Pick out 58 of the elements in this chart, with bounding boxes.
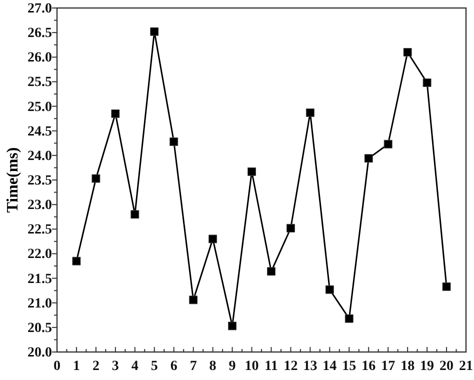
y-tick-label: 26.0 (28, 50, 52, 66)
x-tick-label: 10 (244, 358, 259, 374)
x-tick-label: 5 (150, 358, 158, 374)
x-tick-label: 3 (112, 358, 119, 374)
x-tick-label: 20 (440, 358, 454, 374)
y-tick-label: 22.5 (28, 222, 52, 238)
y-tick-label: 26.5 (28, 26, 52, 42)
point (344, 314, 354, 323)
point (266, 267, 276, 276)
x-tick-label: 13 (303, 358, 318, 374)
x-tick-label: 8 (209, 358, 216, 374)
point (364, 154, 373, 163)
point (170, 137, 178, 146)
x-tick-label: 16 (362, 358, 376, 374)
point (189, 296, 198, 304)
x-tick-label: 17 (381, 358, 396, 374)
y-tick-label: 21.5 (28, 272, 52, 287)
x-tick-label: 14 (322, 358, 337, 374)
point (442, 282, 451, 291)
y-tick-label: 24.0 (28, 148, 52, 164)
x-tick-label: 12 (284, 358, 298, 374)
x-tick-label: 6 (170, 358, 178, 374)
x-tick-label: 18 (400, 358, 415, 374)
y-tick-label: 21.0 (28, 296, 52, 312)
y-tick-label: 27.0 (28, 1, 52, 16)
point (208, 234, 218, 244)
x-tick-label: 11 (264, 358, 278, 374)
x-tick-label: 21 (459, 358, 473, 374)
point (72, 256, 81, 266)
point (403, 48, 412, 56)
y-tick-label: 24.5 (28, 124, 52, 140)
point (111, 109, 120, 118)
x-tick-label: 7 (190, 358, 197, 374)
y-tick-label: 22.0 (28, 247, 52, 262)
point (325, 285, 334, 294)
point (384, 140, 392, 148)
y-tick-label: 20.5 (28, 320, 52, 336)
point (306, 108, 314, 117)
point (422, 78, 432, 87)
x-tick-label: 19 (420, 358, 434, 374)
x-tick-label: 4 (131, 358, 138, 374)
point (248, 167, 256, 176)
x-tick-label: 9 (228, 358, 236, 374)
x-tick-label: 2 (92, 358, 100, 374)
y-axis-title: Time(ms) (4, 147, 22, 213)
point (286, 224, 295, 232)
y-tick-label: 23.5 (28, 173, 52, 188)
point (228, 322, 237, 330)
x-tick-label: 1 (72, 358, 80, 374)
y-tick-label: 25.0 (28, 100, 52, 115)
x-tick-label: 15 (342, 358, 356, 374)
point (92, 174, 100, 183)
y-tick-label: 20.0 (28, 345, 52, 360)
x-tick-label: 0 (54, 358, 60, 374)
point (130, 210, 140, 219)
point (150, 27, 159, 36)
y-tick-label: 23.0 (28, 198, 52, 214)
y-tick-label: 25.5 (28, 75, 52, 90)
